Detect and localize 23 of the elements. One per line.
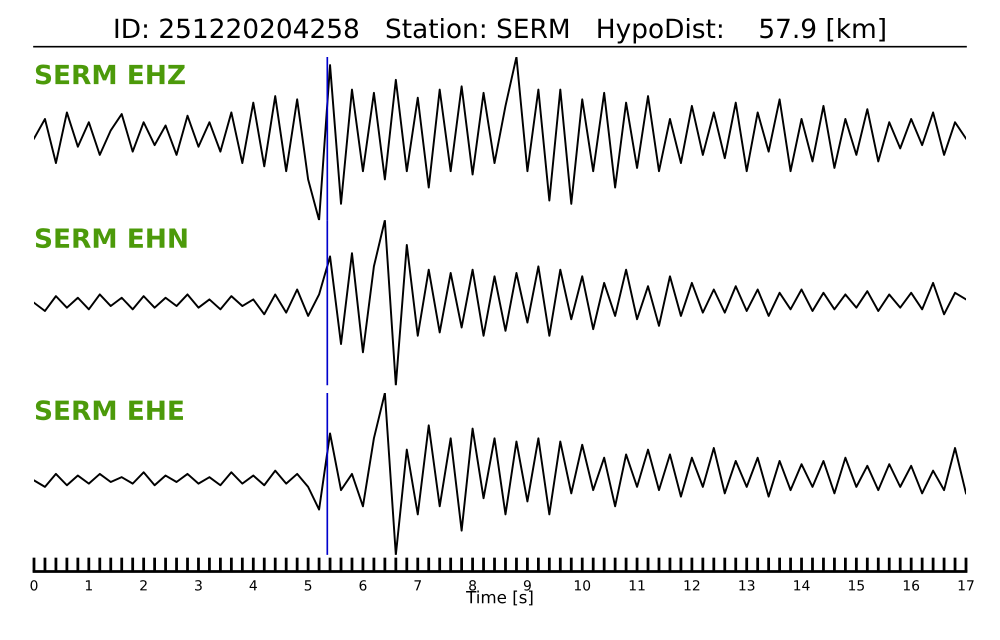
x-tick-label: 6 <box>359 580 366 591</box>
x-tick-label: 14 <box>794 580 810 590</box>
x-tick-label: 15 <box>849 580 864 591</box>
x-tick-label: 8 <box>469 580 476 591</box>
x-tick-label: 0 <box>30 580 38 591</box>
series-label: SERM EHN <box>36 228 187 248</box>
x-tick-label: 16 <box>904 580 920 591</box>
x-tick-label: 7 <box>414 580 421 590</box>
text: SERM EHE <box>36 400 184 420</box>
x-tick-label: 11 <box>630 580 645 590</box>
x-tick-label: 2 <box>140 580 147 590</box>
x-tick-label: 12 <box>684 580 700 590</box>
series-label: SERM EHZ <box>36 64 185 84</box>
x-tick-label: 9 <box>524 580 531 591</box>
x-axis-title: Time [s] <box>466 590 532 606</box>
x-tick-label: 10 <box>574 580 590 591</box>
x-tick-label: 3 <box>195 580 202 591</box>
chart-title: ID: 251220204258 Station: SERM HypoDist: 57.9 [km] <box>116 18 885 44</box>
x-tick-label: 17 <box>958 580 974 590</box>
x-tick-label: 4 <box>250 580 257 590</box>
x-tick-label: 13 <box>739 580 754 591</box>
x-tick-label: 1 <box>86 580 92 590</box>
x-tick-label: 5 <box>304 580 312 591</box>
